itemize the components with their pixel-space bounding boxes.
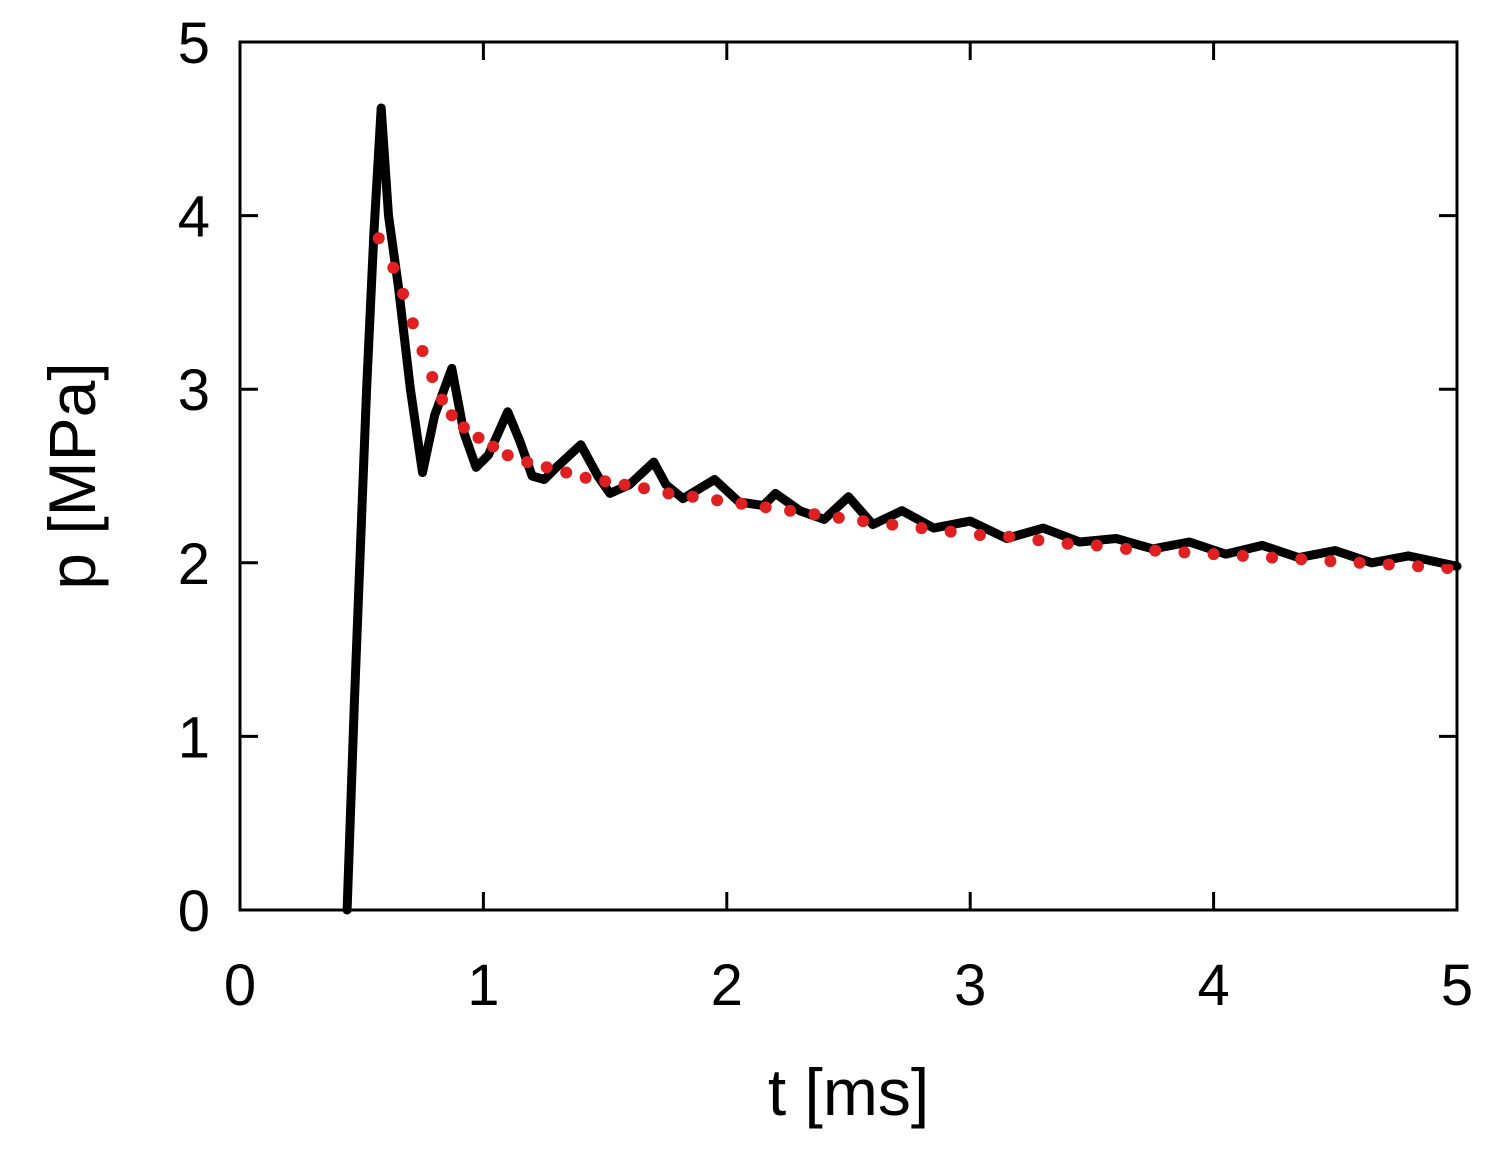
series-1-point xyxy=(1236,549,1249,562)
x-tick-label: 2 xyxy=(711,953,743,1018)
y-tick-label: 0 xyxy=(178,879,210,944)
series-1-point xyxy=(832,511,845,524)
series-1-point xyxy=(944,525,957,538)
series-1-point xyxy=(540,461,553,474)
series-1-point xyxy=(618,478,631,491)
series-1-point xyxy=(372,232,385,245)
series-1-point xyxy=(445,409,458,422)
y-tick-label: 3 xyxy=(178,358,210,423)
x-tick-label: 4 xyxy=(1197,953,1229,1018)
series-1-point xyxy=(1207,548,1220,561)
series-1-point xyxy=(1149,544,1162,557)
plot-frame xyxy=(238,40,1459,912)
y-tick-label: 4 xyxy=(178,185,210,250)
series-1-point xyxy=(487,440,500,453)
x-axis-label: t [ms] xyxy=(768,1055,929,1129)
series-1-point xyxy=(638,482,650,495)
x-tick-label: 5 xyxy=(1441,953,1473,1018)
series-1-point xyxy=(579,471,592,484)
x-tick-label: 0 xyxy=(224,953,256,1018)
series-1-point xyxy=(1003,530,1016,543)
series-1-point xyxy=(1178,546,1191,559)
series-1-point xyxy=(416,345,429,357)
y-tick-label: 2 xyxy=(178,532,210,597)
series-1-point xyxy=(387,261,400,274)
series-1-point xyxy=(662,487,675,500)
x-tick-label: 1 xyxy=(467,953,499,1018)
series-1-point xyxy=(784,504,797,517)
series-1-point xyxy=(1090,539,1103,552)
series-1-point xyxy=(1295,553,1308,566)
series-1-point xyxy=(759,501,772,514)
series-1-point xyxy=(711,494,724,507)
series-1-point xyxy=(1032,534,1045,547)
series-0-line xyxy=(342,103,1462,915)
series-1-point xyxy=(973,529,986,541)
series-1-point xyxy=(406,317,419,330)
series-1-point xyxy=(1412,560,1425,573)
series-1-point xyxy=(1324,555,1337,568)
x-tick-label: 3 xyxy=(954,953,986,1018)
series-1-point xyxy=(808,508,821,521)
series-1-point xyxy=(1353,556,1366,569)
series-1-point xyxy=(1382,558,1395,571)
series-1-point xyxy=(857,515,870,528)
series-1-point xyxy=(1266,551,1278,564)
series-1-point xyxy=(1120,542,1132,555)
series-1-point xyxy=(1061,537,1074,550)
series-1-point xyxy=(501,449,514,462)
series-1-point xyxy=(599,475,612,488)
series-1-point xyxy=(472,431,485,444)
series-1-point xyxy=(886,518,899,531)
series-1-point xyxy=(1441,562,1454,574)
series-1-point xyxy=(560,466,573,479)
series-1-point xyxy=(457,421,470,434)
series-1-point xyxy=(735,497,748,510)
series-1-point xyxy=(686,490,699,503)
series-1-point xyxy=(426,371,439,383)
y-tick-label: 5 xyxy=(178,11,210,76)
series-1-point xyxy=(397,287,410,300)
y-tick-label: 1 xyxy=(178,705,210,770)
series-1-point xyxy=(436,393,448,406)
series-1-point xyxy=(521,456,534,469)
series-1-point xyxy=(915,522,928,535)
y-axis-label: p [MPa] xyxy=(35,362,109,589)
